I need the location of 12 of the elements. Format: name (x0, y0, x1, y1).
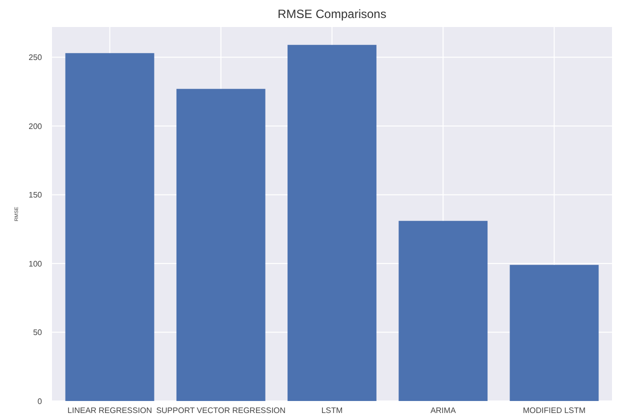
y-tick-label: 250 (28, 53, 43, 62)
y-tick-label: 0 (38, 396, 43, 406)
chart-title: RMSE Comparisons (278, 7, 386, 21)
y-tick-label: 100 (28, 259, 43, 268)
x-tick-label: LINEAR REGRESSION (68, 406, 152, 415)
y-tick-label: 200 (28, 122, 43, 131)
x-tick-label: SUPPORT VECTOR REGRESSION (156, 406, 286, 415)
x-tick-label: LSTM (321, 406, 343, 415)
y-tick-label: 150 (28, 190, 43, 200)
y-tick-label: 50 (33, 328, 43, 338)
x-tick-label: MODIFIED LSTM (522, 406, 586, 415)
x-tick-label: ARIMA (430, 406, 456, 415)
